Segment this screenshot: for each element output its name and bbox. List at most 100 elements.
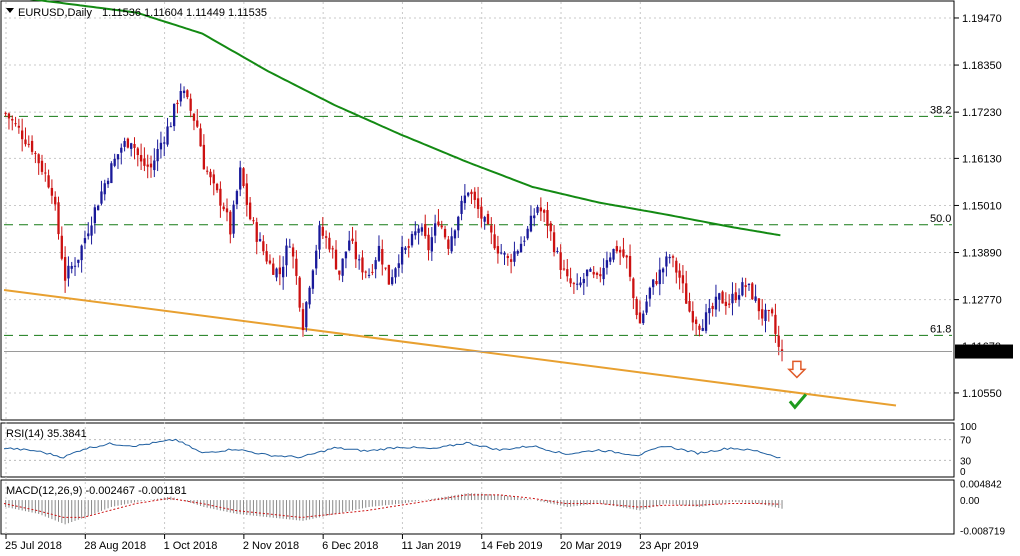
macd-panel[interactable] <box>0 479 955 535</box>
candle-body <box>159 142 163 150</box>
candle-body <box>661 268 665 273</box>
candle-body <box>288 246 291 248</box>
candle-body <box>377 245 381 261</box>
candle-body <box>770 309 774 314</box>
candle-body <box>305 302 308 328</box>
candles <box>4 83 784 362</box>
candle-body <box>4 113 7 115</box>
candle-body <box>60 235 63 259</box>
candle-body <box>116 154 120 160</box>
candle-body <box>678 270 681 278</box>
candle-body <box>90 225 93 236</box>
candle-body <box>136 148 139 156</box>
candle-body <box>70 266 73 269</box>
dropdown-triangle-icon[interactable] <box>6 8 14 13</box>
candle-body <box>595 272 599 275</box>
candle-body <box>622 249 625 257</box>
candle-body <box>473 191 476 200</box>
candle-body <box>681 275 685 284</box>
candle-body <box>275 268 278 278</box>
candle-body <box>77 259 80 263</box>
candle-body <box>721 291 724 304</box>
candle-body <box>453 230 457 239</box>
candle-body <box>500 252 503 254</box>
candle-body <box>618 249 622 253</box>
candle-body <box>87 233 90 237</box>
candle-body <box>268 260 272 264</box>
candle-body <box>215 183 219 191</box>
candle-body <box>780 349 784 352</box>
candle-body <box>400 246 404 265</box>
candle-body <box>562 268 566 270</box>
down-arrow-icon <box>787 360 807 379</box>
moving-average-line <box>29 0 781 237</box>
trendline <box>3 288 897 407</box>
ohlc-values: 1.11536 1.11604 1.11449 1.11535 <box>102 7 267 19</box>
candle-body <box>126 138 130 148</box>
price-tick-label: 1.19470 <box>962 13 1002 25</box>
date-label: 2 Nov 2018 <box>243 540 299 552</box>
candle-body <box>146 164 149 167</box>
candle-body <box>483 217 486 222</box>
candle-body <box>50 187 54 196</box>
candle-body <box>589 268 592 272</box>
candle-body <box>688 301 691 312</box>
candle-body <box>493 234 496 249</box>
macd-tick-label: 0.004842 <box>960 479 1002 490</box>
candle-body <box>186 90 189 98</box>
candle-body <box>576 283 579 285</box>
candle-body <box>628 256 632 277</box>
candle-body <box>179 91 182 102</box>
candle-body <box>668 256 671 259</box>
candle-body <box>714 296 718 310</box>
candle-body <box>433 223 437 236</box>
candle-body <box>394 268 397 278</box>
candle-body <box>93 207 97 224</box>
candle-body <box>301 309 305 331</box>
macd-tick-label: -0.008719 <box>960 526 1005 537</box>
candle-body <box>361 257 364 273</box>
candle-body <box>232 204 235 234</box>
candle-body <box>27 143 30 145</box>
candle-body <box>592 271 595 275</box>
candle-body <box>671 256 675 258</box>
candle-body <box>582 278 585 284</box>
candle-body <box>463 195 467 204</box>
candle-body <box>744 285 747 287</box>
candle-body <box>182 90 186 94</box>
candle-body <box>351 238 354 242</box>
candle-body <box>777 335 780 347</box>
candle-body <box>509 259 513 262</box>
candle-body <box>566 269 569 277</box>
candle-body <box>291 247 295 257</box>
candle-body <box>242 168 245 187</box>
candle-body <box>513 251 516 262</box>
symbol-timeframe: EURUSD,Daily <box>18 7 92 19</box>
candle-body <box>248 202 252 220</box>
candle-body <box>34 152 37 154</box>
candle-body <box>440 225 443 228</box>
candle-body <box>757 298 761 312</box>
candle-body <box>166 126 169 145</box>
candle-body <box>572 283 576 285</box>
candle-body <box>354 241 358 260</box>
candle-body <box>341 258 344 276</box>
candle-body <box>546 210 549 226</box>
candle-body <box>130 143 133 149</box>
candle-body <box>655 281 658 285</box>
rsi-panel[interactable] <box>0 422 955 478</box>
candle-body <box>199 128 202 147</box>
date-label: 1 Oct 2018 <box>164 540 218 552</box>
candle-body <box>298 277 301 308</box>
candle-body <box>407 246 410 248</box>
candle-body <box>278 267 282 275</box>
candle-body <box>315 250 318 269</box>
candle-body <box>338 270 341 275</box>
date-label: 28 Aug 2018 <box>84 540 146 552</box>
candle-body <box>747 283 751 286</box>
candle-body <box>113 158 116 166</box>
price-panel[interactable] <box>0 0 955 421</box>
candle-body <box>424 224 427 237</box>
candle-body <box>658 269 661 285</box>
